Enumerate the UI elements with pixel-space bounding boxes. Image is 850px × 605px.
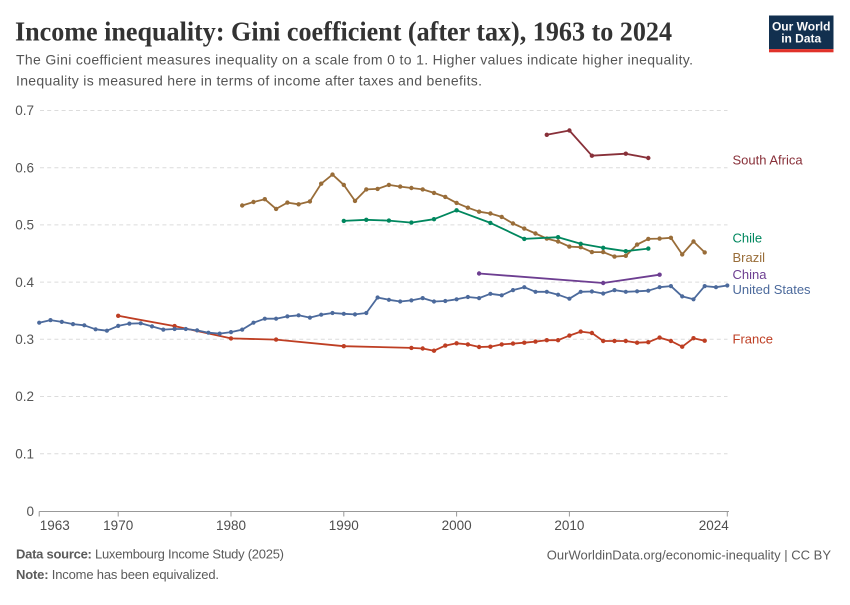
svg-text:1963: 1963 (40, 518, 70, 533)
svg-text:United States: United States (733, 282, 812, 297)
svg-text:South Africa: South Africa (733, 153, 804, 168)
svg-text:Inequality is measured here in: Inequality is measured here in terms of … (16, 72, 482, 88)
svg-text:Our World: Our World (772, 20, 830, 34)
svg-text:0.1: 0.1 (15, 446, 34, 461)
svg-text:2000: 2000 (442, 518, 472, 533)
svg-text:China: China (733, 267, 768, 282)
svg-text:Income inequality: Gini coeffi: Income inequality: Gini coefficient (aft… (15, 16, 672, 47)
svg-text:The Gini coefficient measures: The Gini coefficient measures inequality… (16, 52, 693, 68)
svg-text:0.6: 0.6 (15, 160, 34, 175)
svg-text:Note: Income has been equivali: Note: Income has been equivalized. (16, 567, 219, 582)
svg-text:OurWorldinData.org/economic-in: OurWorldinData.org/economic-inequality |… (547, 548, 832, 563)
svg-text:0.2: 0.2 (15, 389, 34, 404)
svg-text:1980: 1980 (216, 518, 246, 533)
svg-text:0: 0 (26, 504, 34, 519)
svg-text:Data source: Luxembourg Income: Data source: Luxembourg Income Study (20… (16, 547, 284, 562)
svg-text:France: France (733, 331, 773, 346)
svg-text:0.5: 0.5 (15, 218, 34, 233)
svg-text:1990: 1990 (329, 518, 359, 533)
svg-text:in Data: in Data (781, 32, 821, 46)
svg-text:2010: 2010 (554, 518, 584, 533)
svg-text:0.3: 0.3 (15, 332, 34, 347)
svg-text:Brazil: Brazil (733, 250, 766, 265)
svg-text:2024: 2024 (699, 518, 730, 533)
svg-text:0.7: 0.7 (15, 103, 34, 118)
svg-text:0.4: 0.4 (15, 275, 34, 290)
svg-text:1970: 1970 (103, 518, 133, 533)
svg-text:Chile: Chile (733, 231, 763, 246)
